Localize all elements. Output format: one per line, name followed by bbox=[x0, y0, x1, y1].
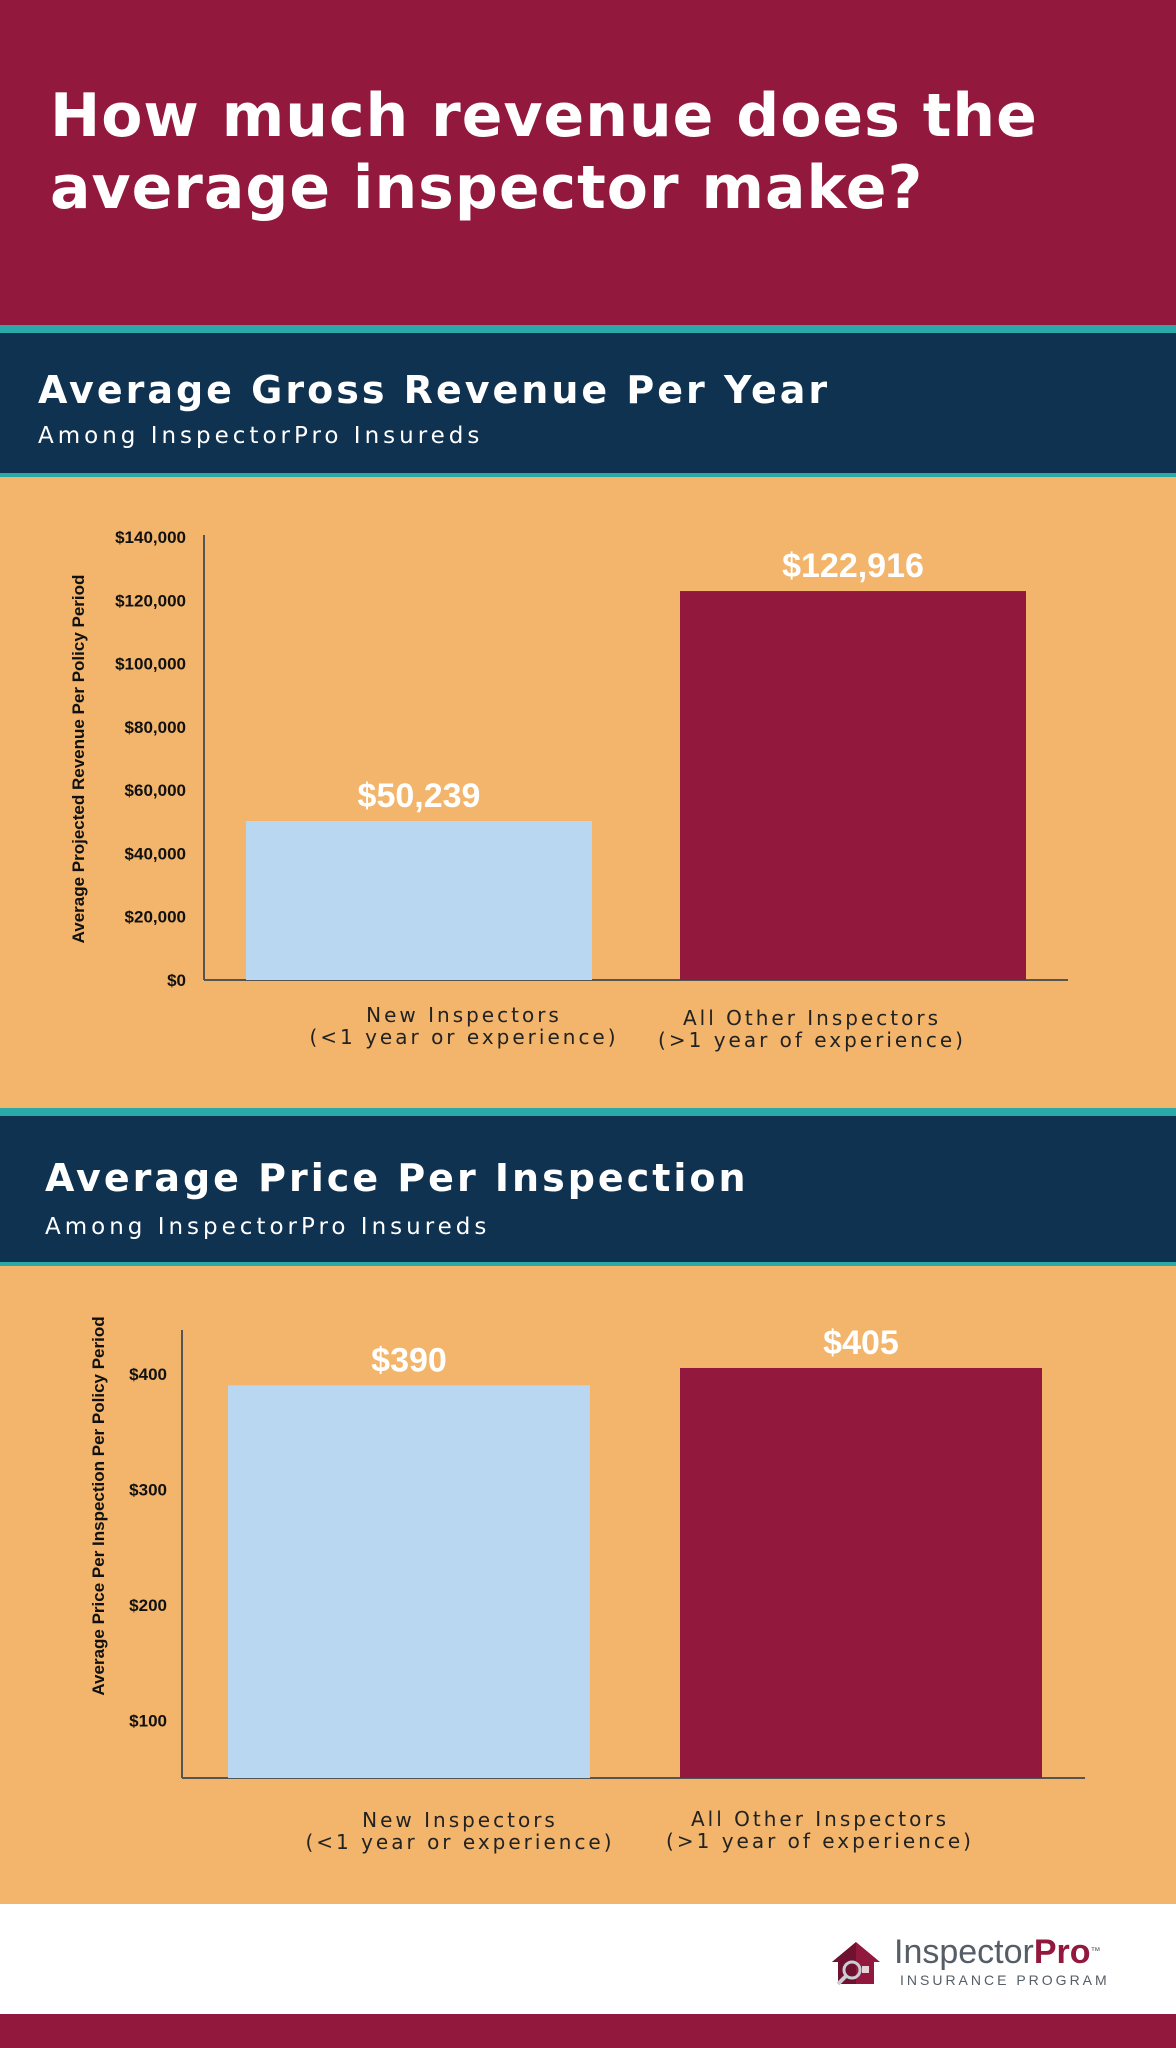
data-label: $122,916 bbox=[782, 547, 924, 585]
bar-other-inspectors bbox=[680, 1367, 1042, 1778]
y-tick-label: $40,000 bbox=[125, 844, 186, 863]
y-tick-label: $300 bbox=[129, 1480, 167, 1499]
title-band: How much revenue does the average inspec… bbox=[0, 0, 1176, 325]
price-bar-chart: $100 $200 $300 $400 Average Price Per Inspec… bbox=[89, 1316, 1085, 1854]
teal-divider bbox=[0, 1262, 1176, 1266]
x-category-label: (<1 year or experience) bbox=[305, 1830, 614, 1854]
x-category-label: (>1 year of experience) bbox=[658, 1028, 966, 1052]
y-tick-label: $0 bbox=[167, 971, 186, 990]
x-category-label: New Inspectors bbox=[362, 1808, 558, 1832]
y-axis-label: Average Price Per Inspection Per Policy … bbox=[89, 1316, 108, 1695]
house-shield-icon bbox=[832, 1942, 880, 1986]
section-subtitle-revenue: Among InspectorPro Insureds bbox=[38, 423, 484, 449]
bar-new-inspectors bbox=[246, 821, 592, 980]
y-tick-label: $100,000 bbox=[115, 655, 186, 674]
page-title-line-1: How much revenue does the bbox=[50, 81, 1038, 151]
logo-text-pro: Pro bbox=[1033, 1933, 1091, 1971]
section-header-revenue: Average Gross Revenue Per Year Among Ins… bbox=[0, 333, 1176, 473]
x-category-label: All Other Inspectors bbox=[691, 1807, 949, 1831]
section-title-price: Average Price Per Inspection bbox=[45, 1156, 749, 1200]
teal-divider bbox=[0, 325, 1176, 333]
y-tick-label: $100 bbox=[129, 1711, 167, 1730]
x-category-label: All Other Inspectors bbox=[683, 1006, 941, 1030]
teal-divider bbox=[0, 473, 1176, 477]
y-tick-label: $140,000 bbox=[115, 528, 186, 547]
section-title-revenue: Average Gross Revenue Per Year bbox=[38, 368, 831, 412]
bar-other-inspectors bbox=[680, 591, 1026, 980]
y-tick-label: $80,000 bbox=[125, 718, 186, 737]
logo-wordmark: InspectorPro™ bbox=[894, 1934, 1101, 1970]
revenue-bar-chart: $0 $20,000 $40,000 $60,000 $80,000 $100,000 $1… bbox=[69, 528, 1068, 1052]
logo-trademark: ™ bbox=[1090, 1946, 1101, 1957]
y-tick-label: $200 bbox=[129, 1596, 167, 1615]
x-category-label: (>1 year of experience) bbox=[666, 1829, 974, 1853]
footer bbox=[0, 1904, 1176, 2014]
data-label: $390 bbox=[371, 1341, 447, 1379]
section-subtitle-price: Among InspectorPro Insureds bbox=[45, 1214, 491, 1240]
bar-new-inspectors bbox=[228, 1385, 590, 1778]
bottom-band bbox=[0, 2014, 1176, 2048]
y-axis-label: Average Projected Revenue Per Policy Per… bbox=[69, 575, 88, 944]
y-tick-label: $20,000 bbox=[125, 908, 186, 927]
x-category-label: (<1 year or experience) bbox=[309, 1025, 618, 1049]
x-category-label: New Inspectors bbox=[366, 1003, 562, 1027]
data-label: $50,239 bbox=[358, 777, 481, 815]
inspectorpro-logo: InspectorPro™ INSURANCE PROGRAM bbox=[828, 1934, 1138, 1990]
logo-text-inspector: Inspector bbox=[894, 1933, 1034, 1971]
data-label: $405 bbox=[823, 1324, 899, 1362]
teal-divider bbox=[0, 1108, 1176, 1116]
section-header-price: Average Price Per Inspection Among Inspe… bbox=[0, 1116, 1176, 1262]
y-tick-label: $120,000 bbox=[115, 591, 186, 610]
page-title: How much revenue does the average inspec… bbox=[50, 80, 1130, 224]
page-title-line-2: average inspector make? bbox=[50, 153, 924, 223]
y-tick-label: $400 bbox=[129, 1365, 167, 1384]
y-tick-label: $60,000 bbox=[125, 781, 186, 800]
logo-subtitle: INSURANCE PROGRAM bbox=[900, 1972, 1110, 1988]
